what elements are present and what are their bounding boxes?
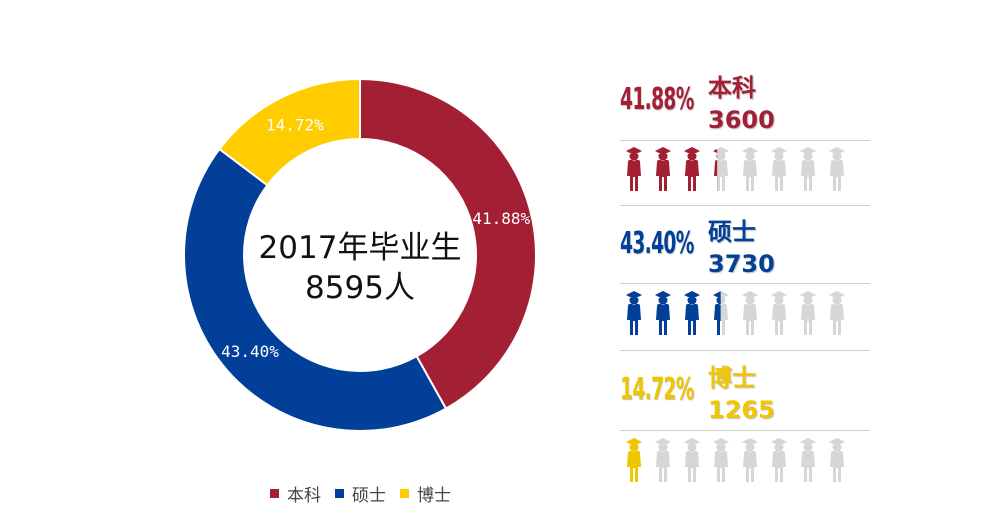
- graduate-head-icon: [833, 296, 841, 304]
- graduate-person-icon: [771, 291, 787, 335]
- graduate-head-icon: [746, 443, 754, 451]
- icon-row-filled: [626, 291, 721, 335]
- graduate-head-icon: [659, 296, 667, 304]
- graduate-head-icon: [775, 296, 783, 304]
- legend-item-bachelor: 本科: [270, 481, 321, 506]
- stat-degree: 硕士: [708, 218, 756, 246]
- graduate-head-icon: [630, 443, 638, 451]
- legend-item-master: 硕士: [335, 481, 386, 506]
- stat-block-bachelor: 41.88% 本科 3600: [620, 68, 870, 138]
- stat-percent: 41.88%: [620, 82, 694, 117]
- graduate-head-icon: [717, 443, 725, 451]
- graduate-person-icon: [684, 291, 700, 335]
- icon-row-filled: [626, 438, 642, 482]
- graduate-person-icon: [684, 147, 700, 191]
- icon-row-filled: [626, 147, 718, 191]
- divider: [620, 283, 870, 284]
- legend-swatch: [270, 488, 279, 498]
- graduate-person-icon: [800, 438, 816, 482]
- stat-count: 3730: [708, 250, 775, 278]
- graduate-head-icon: [630, 296, 638, 304]
- icon-row-svg: [626, 291, 845, 335]
- legend-label: 本科: [287, 485, 321, 506]
- legend-swatch: [335, 488, 344, 498]
- graduate-person-icon: [655, 147, 671, 191]
- slice-master: [183, 147, 448, 432]
- legend-swatch: [400, 488, 409, 498]
- slice-doctor: [218, 77, 361, 187]
- graduate-person-icon: [800, 147, 816, 191]
- center-label-line1: 2017年毕业生: [258, 230, 462, 266]
- graduate-head-icon: [746, 296, 754, 304]
- graduate-person-icon: [742, 438, 758, 482]
- graduate-person-icon: [829, 291, 845, 335]
- graduate-person-icon: [800, 291, 816, 335]
- graduate-person-icon: [655, 291, 671, 335]
- stat-block-doctor: 14.72% 博士 1265: [620, 358, 870, 428]
- graduate-head-icon: [630, 152, 638, 160]
- graduate-person-icon: [626, 438, 642, 482]
- graduate-head-icon: [804, 296, 812, 304]
- graduate-head-icon: [833, 152, 841, 160]
- graduate-head-icon: [717, 152, 725, 160]
- icon-row-master: [620, 289, 860, 343]
- icon-row-empty: [626, 438, 845, 482]
- icon-row-bachelor: [620, 145, 860, 199]
- graduate-person-icon: [713, 148, 718, 191]
- graduate-person-icon: [684, 438, 700, 482]
- icon-row-svg: [626, 147, 845, 191]
- stat-degree: 博士: [708, 364, 756, 392]
- graduate-head-icon: [659, 152, 667, 160]
- stat-percent: 43.40%: [620, 226, 694, 261]
- graduate-head-icon: [775, 443, 783, 451]
- graduate-person-icon: [771, 438, 787, 482]
- graduate-head-icon: [688, 152, 696, 160]
- legend-label: 博士: [417, 485, 451, 506]
- graduate-person-icon: [626, 291, 642, 335]
- stat-block-master: 43.40% 硕士 3730: [620, 212, 870, 282]
- graduate-head-icon: [804, 152, 812, 160]
- graduate-head-icon: [804, 443, 812, 451]
- graduate-person-icon: [742, 291, 758, 335]
- graduate-person-icon: [655, 438, 671, 482]
- slice-value-label: 41.88%: [472, 209, 530, 228]
- graduate-head-icon: [688, 296, 696, 304]
- graduate-head-icon: [659, 443, 667, 451]
- stat-count: 1265: [708, 396, 775, 424]
- graduate-person-icon: [742, 147, 758, 191]
- legend-label: 硕士: [352, 485, 386, 506]
- graduate-head-icon: [833, 443, 841, 451]
- slice-bachelor: [359, 77, 537, 410]
- graduate-person-icon: [829, 147, 845, 191]
- donut-chart: 41.88% 43.40% 14.72%: [183, 77, 537, 432]
- divider: [620, 430, 870, 431]
- graduate-person-icon: [771, 147, 787, 191]
- stat-count: 3600: [708, 106, 775, 134]
- graduate-head-icon: [688, 443, 696, 451]
- chart-legend: 本科 硕士 博士: [270, 478, 465, 508]
- graduate-person-icon: [713, 438, 729, 482]
- icon-row-svg: [626, 438, 845, 482]
- graduate-head-icon: [717, 296, 721, 304]
- center-label-line2: 8595人: [305, 270, 415, 306]
- divider: [620, 350, 870, 351]
- icon-row-doctor: [620, 436, 860, 490]
- stat-degree: 本科: [708, 74, 756, 102]
- graduate-person-icon: [626, 147, 642, 191]
- divider: [620, 140, 870, 141]
- legend-item-doctor: 博士: [400, 481, 451, 506]
- stat-percent: 14.72%: [620, 372, 694, 407]
- slice-value-label: 43.40%: [221, 342, 279, 361]
- graduate-head-icon: [746, 152, 754, 160]
- divider: [620, 205, 870, 206]
- graduate-head-icon: [775, 152, 783, 160]
- graduate-person-icon: [829, 438, 845, 482]
- slice-value-label: 14.72%: [266, 115, 324, 134]
